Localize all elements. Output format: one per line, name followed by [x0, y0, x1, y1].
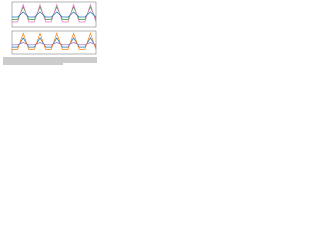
- caption-line: [3, 59, 97, 61]
- series-line: [12, 42, 97, 46]
- series-line: [12, 11, 97, 18]
- caption-line: [3, 63, 63, 65]
- plot-frame: [11, 30, 97, 55]
- caption-line: [3, 61, 97, 63]
- figure: [0, 0, 100, 67]
- background: [0, 0, 100, 67]
- plot-frame: [11, 1, 97, 28]
- caption-line: [3, 57, 97, 59]
- series-line: [12, 37, 97, 48]
- series-line: [12, 3, 97, 23]
- caption-block: [3, 57, 97, 65]
- series-line: [12, 32, 97, 50]
